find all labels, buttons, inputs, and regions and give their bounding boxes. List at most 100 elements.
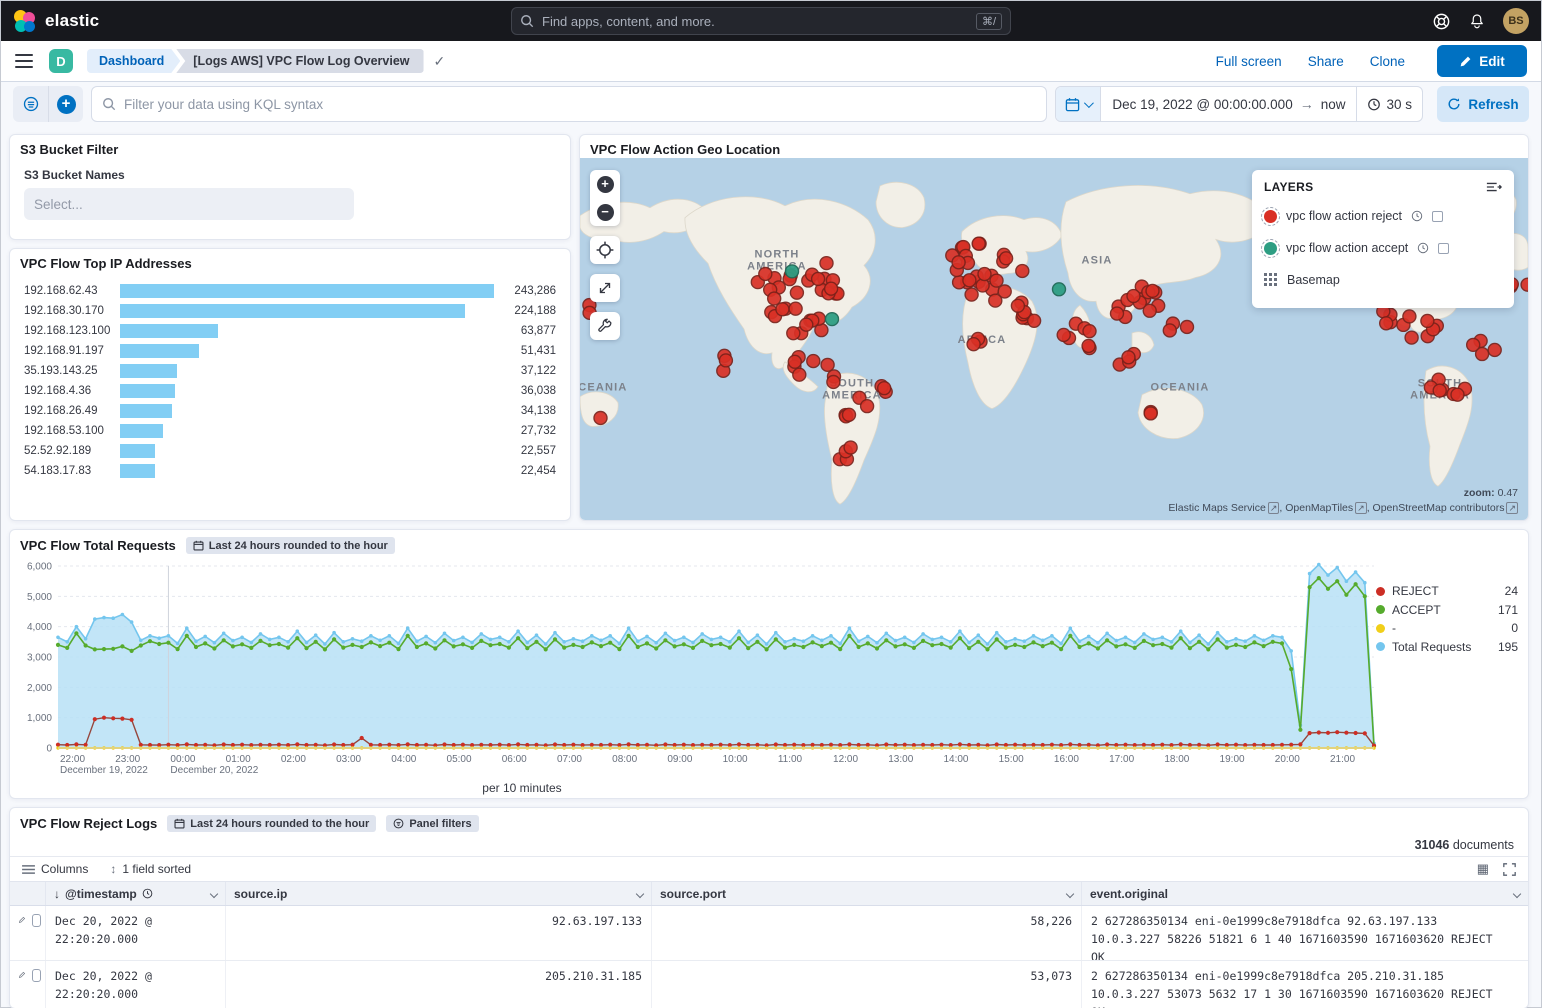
reject-data-point[interactable] <box>1181 321 1194 334</box>
date-picker-calendar-button[interactable] <box>1056 87 1101 121</box>
reject-data-point[interactable] <box>952 256 965 269</box>
attribution-link[interactable]: Elastic Maps Service <box>1168 502 1265 514</box>
reject-data-point[interactable] <box>989 294 1002 307</box>
reject-data-point[interactable] <box>594 411 607 424</box>
reject-data-point[interactable] <box>972 237 985 250</box>
breadcrumb-dashboard[interactable]: Dashboard <box>87 49 180 73</box>
date-range-end[interactable]: now <box>1321 97 1346 112</box>
reject-data-point[interactable] <box>789 302 802 315</box>
reject-data-point[interactable] <box>768 292 781 305</box>
reject-data-point[interactable] <box>963 274 976 287</box>
column-header-timestamp[interactable]: ↓ @timestamp <box>46 882 226 905</box>
map-expand-button[interactable] <box>590 274 620 302</box>
clone-button[interactable]: Clone <box>1370 54 1405 69</box>
ip-bar-row[interactable]: 52.52.92.18922,557 <box>24 441 556 461</box>
layer-checkbox[interactable] <box>1432 211 1443 222</box>
attribution-link[interactable]: OpenStreetMap contributors <box>1373 502 1505 514</box>
legend-item[interactable]: -0 <box>1376 619 1518 638</box>
grid-density-icon[interactable]: ▦ <box>1477 861 1489 877</box>
accept-data-point[interactable] <box>826 313 839 326</box>
fullscreen-icon[interactable] <box>1503 863 1516 876</box>
reject-data-point[interactable] <box>788 355 801 368</box>
reject-data-point[interactable] <box>807 355 820 368</box>
reject-data-point[interactable] <box>793 368 806 381</box>
reject-data-point[interactable] <box>820 257 833 270</box>
layer-checkbox[interactable] <box>1438 243 1449 254</box>
reject-data-point[interactable] <box>1403 310 1416 323</box>
map-tools-button[interactable] <box>590 312 620 340</box>
reject-data-point[interactable] <box>759 267 772 280</box>
column-header-source-port[interactable]: source.port <box>652 882 1082 905</box>
panel-filters-badge[interactable]: Panel filters <box>386 815 478 832</box>
column-header-source-ip[interactable]: source.ip <box>226 882 652 905</box>
saved-query-menu-button[interactable] <box>13 86 48 122</box>
accept-data-point[interactable] <box>1053 283 1066 296</box>
reject-data-point[interactable] <box>1433 384 1446 397</box>
map-zoom-out-button[interactable]: − <box>590 198 620 226</box>
reject-data-point[interactable] <box>1082 339 1095 352</box>
reject-data-point[interactable] <box>1476 348 1489 361</box>
legend-item[interactable]: REJECT24 <box>1376 582 1518 601</box>
ip-bar-row[interactable]: 35.193.143.2537,122 <box>24 361 556 381</box>
ip-bar-row[interactable]: 192.168.123.10063,877 <box>24 321 556 341</box>
reject-data-point[interactable] <box>790 286 803 299</box>
elastic-brand[interactable]: elastic <box>13 9 99 33</box>
reject-data-point[interactable] <box>843 408 856 421</box>
reject-data-point[interactable] <box>1144 407 1157 420</box>
accept-data-point[interactable] <box>786 265 799 278</box>
refresh-button[interactable]: Refresh <box>1437 86 1529 122</box>
reject-data-point[interactable] <box>967 338 980 351</box>
reject-data-point[interactable] <box>976 279 989 292</box>
global-search[interactable]: ⌘/ <box>511 7 1011 35</box>
reject-data-point[interactable] <box>878 382 891 395</box>
reject-data-point[interactable] <box>1488 343 1501 356</box>
reject-data-point[interactable] <box>1143 304 1156 317</box>
reject-data-point[interactable] <box>1146 284 1159 297</box>
s3-bucket-select[interactable]: Select... <box>24 188 354 220</box>
reject-data-point[interactable] <box>1380 317 1393 330</box>
space-avatar[interactable]: D <box>49 49 73 73</box>
column-header-event-original[interactable]: event.original <box>1082 882 1528 905</box>
reject-data-point[interactable] <box>1122 351 1135 364</box>
reject-data-point[interactable] <box>1000 252 1013 265</box>
table-row[interactable]: Dec 20, 2022 @ 22:20:20.000205.210.31.18… <box>10 961 1528 1008</box>
layer-row-accept[interactable]: vpc flow action accept <box>1264 232 1502 264</box>
reject-data-point[interactable] <box>1057 328 1070 341</box>
row-checkbox[interactable] <box>32 914 41 927</box>
notifications-icon[interactable] <box>1467 11 1487 31</box>
legend-item[interactable]: Total Requests195 <box>1376 638 1518 657</box>
time-range-badge[interactable]: Last 24 hours rounded to the hour <box>186 537 395 554</box>
menu-icon[interactable] <box>15 54 33 68</box>
row-checkbox[interactable] <box>32 969 41 982</box>
reject-data-point[interactable] <box>990 274 1003 287</box>
columns-button[interactable]: Columns <box>22 862 88 876</box>
reject-data-point[interactable] <box>1127 290 1140 303</box>
reject-data-point[interactable] <box>787 327 800 340</box>
reject-data-point[interactable] <box>776 303 789 316</box>
help-icon[interactable] <box>1431 11 1451 31</box>
reject-data-point[interactable] <box>719 354 732 367</box>
ip-bar-row[interactable]: 192.168.30.170224,188 <box>24 301 556 321</box>
reject-data-point[interactable] <box>825 282 838 295</box>
reject-data-point[interactable] <box>844 441 857 454</box>
share-button[interactable]: Share <box>1308 54 1344 69</box>
expand-row-pencil-icon[interactable] <box>18 914 26 926</box>
reject-data-point[interactable] <box>1111 307 1124 320</box>
kql-filter-input[interactable] <box>124 97 1036 112</box>
ip-bar-row[interactable]: 192.168.4.3636,038 <box>24 381 556 401</box>
reject-data-point[interactable] <box>861 400 874 413</box>
layer-row-basemap[interactable]: Basemap <box>1264 264 1502 296</box>
reject-data-point[interactable] <box>821 358 834 371</box>
ip-bar-row[interactable]: 192.168.53.10027,732 <box>24 421 556 441</box>
reject-data-point[interactable] <box>1163 324 1176 337</box>
reject-data-point[interactable] <box>978 268 991 281</box>
user-avatar[interactable]: BS <box>1503 8 1529 34</box>
reject-data-point[interactable] <box>965 288 978 301</box>
legend-item[interactable]: ACCEPT171 <box>1376 601 1518 620</box>
map-locate-button[interactable] <box>590 236 620 264</box>
global-search-input[interactable] <box>542 14 968 29</box>
reject-data-point[interactable] <box>1421 314 1434 327</box>
add-filter-button[interactable]: + <box>48 86 83 122</box>
reject-data-point[interactable] <box>1083 325 1096 338</box>
ip-bar-row[interactable]: 54.183.17.8322,454 <box>24 461 556 481</box>
